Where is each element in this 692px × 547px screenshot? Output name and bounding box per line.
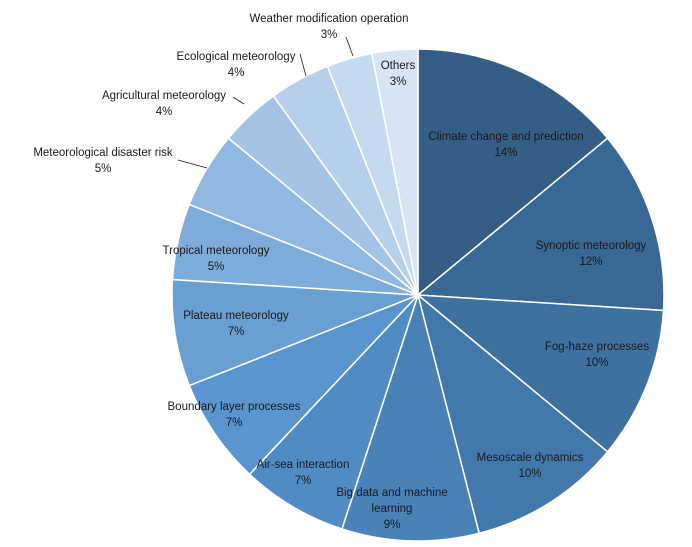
slice-label-ecological-meteorology: Ecological meteorology 4% <box>177 51 296 79</box>
slice-percent: 5% <box>95 163 112 175</box>
slice-category: Plateau meteorology <box>183 310 289 322</box>
slice-percent: 4% <box>156 106 173 118</box>
slice-percent: 9% <box>384 519 401 531</box>
slice-category: Ecological meteorology <box>177 51 296 63</box>
slice-percent: 3% <box>390 76 407 88</box>
pie-slice-big-data-and-machine-learning <box>341 292 481 542</box>
pie-slice-plateau-meteorology <box>171 278 419 387</box>
slice-label-air-sea-interaction: Air-sea interaction 7% <box>257 459 350 487</box>
slice-label-others: Others 3% <box>381 60 416 88</box>
slice-percent: 12% <box>579 256 602 268</box>
slice-percent: 7% <box>228 326 245 338</box>
leader-line-ecological-meteorology <box>299 53 307 77</box>
slice-category: Tropical meteorology <box>163 245 270 257</box>
slice-percent: 7% <box>226 417 243 429</box>
slice-category: Agricultural meteorology <box>102 90 226 102</box>
leader-line-agricultural-meteorology <box>232 96 245 105</box>
slice-category: Big data and machine <box>336 487 447 499</box>
pie-slice-synoptic-meteorology <box>416 137 665 312</box>
slice-percent: 14% <box>494 147 517 159</box>
slice-category: Fog-haze processes <box>545 341 649 353</box>
slice-percent: 4% <box>228 67 245 79</box>
slice-category: Climate change and prediction <box>428 131 583 143</box>
pie-slices <box>171 48 665 542</box>
slice-category: Meteorological disaster risk <box>33 147 173 159</box>
pie-slice-mesoscale-dynamics <box>416 292 609 535</box>
slice-category: Mesoscale dynamics <box>477 452 584 464</box>
slice-label-mesoscale-dynamics: Mesoscale dynamics 10% <box>477 452 584 480</box>
slice-percent: 7% <box>295 475 312 487</box>
slice-label-synoptic-meteorology: Synoptic meteorology 12% <box>536 240 647 268</box>
slice-category: Weather modification operation <box>250 13 409 25</box>
slice-percent: 10% <box>585 357 608 369</box>
pie-slice-climate-change-and-prediction <box>417 48 609 297</box>
slice-label-tropical-meteorology: Tropical meteorology 5% <box>163 245 270 273</box>
slice-label-boundary-layer-processes: Boundary layer processes 7% <box>168 401 301 429</box>
slice-label-climate-change-and-prediction: Climate change and prediction 14% <box>428 131 583 159</box>
slice-category: Boundary layer processes <box>168 401 301 413</box>
pie-slice-boundary-layer-processes <box>188 294 419 476</box>
slice-label-big-data-and-machine-learning: Big data and machine learning 9% <box>336 487 447 531</box>
slice-label-weather-modification-operation: Weather modification operation 3% <box>250 13 409 41</box>
slice-percent: 5% <box>208 261 225 273</box>
slice-labels: Climate change and prediction 14% Synoptic… <box>33 13 649 531</box>
slice-label-agricultural-meteorology: Agricultural meteorology 4% <box>102 90 226 118</box>
slice-category: Others <box>381 60 416 72</box>
slice-percent: 10% <box>518 468 541 480</box>
leader-line-meteorological-disaster-risk <box>177 159 208 169</box>
slice-label-fog-haze-processes: Fog-haze processes 10% <box>545 341 649 369</box>
pie-slice-fog-haze-processes <box>415 294 665 453</box>
pie-slice-air-sea-interaction <box>248 294 419 530</box>
slice-percent: 3% <box>321 29 338 41</box>
label-leader-lines <box>177 36 354 169</box>
slice-category: Air-sea interaction <box>257 459 350 471</box>
slice-label-plateau-meteorology: Plateau meteorology 7% <box>183 310 289 338</box>
pie-slice-others <box>371 48 419 296</box>
slice-label-meteorological-disaster-risk: Meteorological disaster risk 5% <box>33 147 173 175</box>
slice-category: learning <box>372 503 413 515</box>
slice-category: Synoptic meteorology <box>536 240 647 252</box>
leader-line-weather-modification-operation <box>345 36 354 57</box>
